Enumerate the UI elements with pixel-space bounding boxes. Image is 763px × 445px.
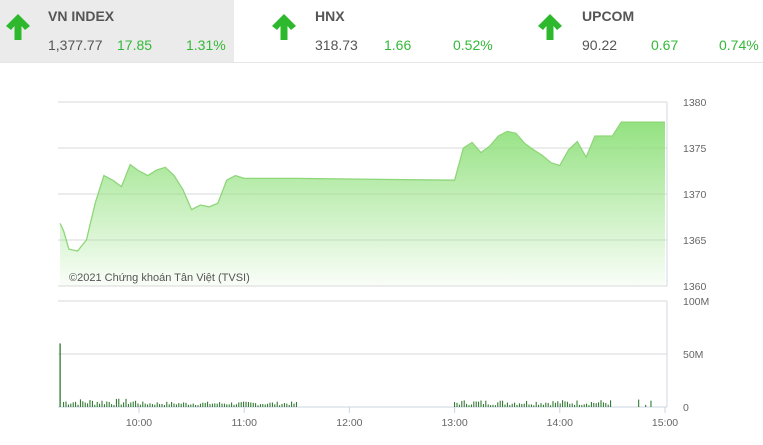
svg-text:11:00: 11:00: [231, 417, 257, 429]
volume-grid: [58, 300, 668, 408]
price-area: [60, 122, 666, 286]
svg-text:10:00: 10:00: [126, 417, 152, 429]
svg-text:50M: 50M: [683, 349, 703, 361]
index-change: 1.66: [384, 37, 412, 53]
svg-text:1380: 1380: [683, 97, 707, 109]
volume-bars: [59, 343, 652, 407]
index-tab-vnindex[interactable]: VN INDEX 1,377.77 17.85 1.31%: [0, 0, 234, 62]
index-value: 1,377.77: [48, 37, 103, 53]
index-name: UPCOM: [582, 8, 635, 24]
time-x-axis: 10:00 11:00 12:00 13:00 14:00 15:00: [126, 407, 678, 429]
index-tab-hnx[interactable]: HNX 318.73 1.66 0.52%: [234, 0, 499, 62]
svg-text:13:00: 13:00: [441, 417, 467, 429]
svg-text:1360: 1360: [683, 281, 707, 293]
index-percent: 0.52%: [453, 37, 493, 53]
svg-text:1365: 1365: [683, 235, 707, 247]
svg-text:0: 0: [683, 402, 689, 414]
index-percent: 0.74%: [719, 37, 759, 53]
svg-text:1375: 1375: [683, 143, 707, 155]
svg-text:12:00: 12:00: [336, 417, 362, 429]
volume-y-axis: 100M 50M 0: [683, 296, 709, 414]
copyright-text: ©2021 Chứng khoán Tân Việt (TVSI): [69, 272, 250, 284]
price-y-axis: 1380 1375 1370 1365 1360: [683, 97, 707, 293]
svg-text:14:00: 14:00: [547, 417, 573, 429]
arrow-up-icon: [538, 14, 562, 40]
index-value: 318.73: [315, 37, 358, 53]
index-change: 0.67: [651, 37, 679, 53]
svg-text:1370: 1370: [683, 189, 707, 201]
price-line: [59, 121, 665, 252]
index-value: 90.22: [582, 37, 618, 53]
index-header: VN INDEX 1,377.77 17.85 1.31% HNX 318.73…: [0, 0, 763, 63]
index-tab-upcom[interactable]: UPCOM 90.22 0.67 0.74%: [499, 0, 763, 62]
index-change: 17.85: [117, 37, 153, 53]
index-name: HNX: [315, 8, 345, 24]
arrow-up-icon: [272, 14, 296, 40]
index-percent: 1.31%: [186, 37, 226, 53]
index-name: VN INDEX: [48, 8, 115, 24]
svg-text:15:00: 15:00: [652, 417, 678, 429]
svg-text:100M: 100M: [683, 296, 709, 308]
arrow-up-icon: [6, 14, 30, 40]
